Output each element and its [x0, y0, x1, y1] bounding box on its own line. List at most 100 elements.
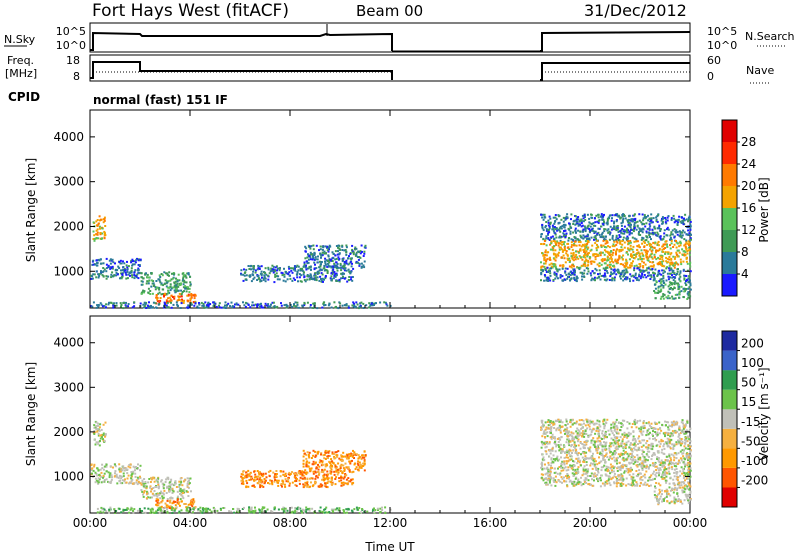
data-pixel — [125, 273, 128, 276]
data-pixel — [606, 278, 609, 281]
data-pixel — [648, 437, 651, 440]
data-pixel — [282, 480, 285, 483]
data-pixel — [574, 215, 577, 218]
data-pixel — [652, 434, 654, 437]
data-pixel — [679, 233, 682, 236]
data-pixel — [145, 301, 148, 304]
data-pixel — [133, 260, 136, 263]
data-pixel — [165, 304, 168, 307]
data-pixel — [108, 301, 110, 304]
data-pixel — [657, 291, 660, 294]
data-pixel — [260, 274, 263, 277]
data-pixel — [639, 257, 642, 260]
data-pixel — [138, 507, 141, 510]
data-pixel — [306, 275, 309, 278]
data-pixel — [591, 270, 594, 273]
data-pixel — [170, 294, 173, 297]
data-pixel — [323, 468, 326, 471]
data-pixel — [575, 444, 577, 447]
data-pixel — [308, 255, 311, 258]
data-pixel — [237, 509, 239, 512]
data-pixel — [326, 272, 329, 274]
data-pixel — [582, 263, 585, 266]
data-pixel — [590, 279, 593, 282]
data-pixel — [95, 306, 98, 309]
data-pixel — [288, 274, 291, 277]
data-pixel — [610, 258, 613, 261]
data-pixel — [298, 470, 301, 472]
data-pixel — [604, 424, 606, 427]
data-pixel — [345, 478, 348, 481]
data-pixel — [125, 264, 128, 267]
data-pixel — [636, 245, 639, 248]
data-pixel — [264, 267, 267, 270]
data-pixel — [97, 432, 100, 435]
data-pixel — [316, 273, 319, 275]
data-pixel — [157, 278, 160, 281]
data-pixel — [248, 479, 251, 481]
data-pixel — [176, 280, 179, 283]
data-pixel — [646, 228, 649, 230]
data-pixel — [659, 285, 662, 288]
data-pixel — [154, 288, 157, 291]
data-pixel — [548, 239, 551, 241]
data-pixel — [581, 258, 584, 261]
data-pixel — [567, 442, 570, 445]
data-pixel — [385, 303, 388, 306]
data-pixel — [570, 252, 573, 255]
data-pixel — [657, 289, 660, 292]
data-pixel — [151, 282, 154, 285]
data-pixel — [335, 265, 338, 268]
data-pixel — [572, 253, 575, 256]
data-pixel — [621, 243, 624, 246]
data-pixel — [545, 221, 548, 223]
data-pixel — [547, 424, 550, 427]
data-pixel — [149, 496, 152, 499]
data-pixel — [668, 269, 671, 272]
data-pixel — [95, 233, 98, 236]
data-pixel — [643, 214, 646, 217]
data-pixel — [345, 262, 348, 265]
data-pixel — [577, 224, 580, 227]
data-pixel — [629, 273, 632, 276]
data-pixel — [603, 220, 605, 223]
data-pixel — [638, 440, 641, 443]
data-pixel — [616, 226, 619, 229]
data-pixel — [318, 269, 321, 272]
data-pixel — [642, 427, 645, 430]
data-pixel — [669, 263, 672, 266]
data-pixel — [125, 301, 127, 304]
data-pixel — [341, 470, 343, 473]
data-pixel — [179, 284, 182, 286]
data-pixel — [677, 282, 679, 285]
data-pixel — [187, 486, 190, 489]
data-pixel — [135, 467, 138, 470]
data-pixel — [162, 485, 165, 488]
data-pixel — [663, 270, 666, 273]
data-pixel — [100, 303, 103, 306]
data-pixel — [166, 300, 169, 303]
data-pixel — [121, 482, 124, 485]
data-pixel — [107, 264, 110, 267]
data-pixel — [262, 472, 265, 475]
data-pixel — [645, 269, 648, 272]
data-pixel — [240, 273, 243, 276]
data-pixel — [574, 236, 577, 239]
data-pixel — [623, 274, 625, 277]
data-pixel — [356, 303, 359, 306]
data-pixel — [555, 267, 558, 270]
data-pixel — [569, 225, 572, 228]
data-pixel — [552, 226, 555, 229]
data-pixel — [645, 230, 648, 233]
data-pixel — [688, 249, 691, 252]
data-pixel — [639, 270, 642, 273]
data-pixel — [166, 476, 169, 479]
data-pixel — [592, 253, 595, 256]
data-pixel — [184, 285, 187, 288]
data-pixel — [253, 511, 256, 514]
data-pixel — [277, 275, 280, 278]
data-pixel — [625, 258, 628, 261]
data-pixel — [629, 240, 632, 242]
data-pixel — [676, 430, 679, 433]
data-pixel — [92, 301, 95, 304]
